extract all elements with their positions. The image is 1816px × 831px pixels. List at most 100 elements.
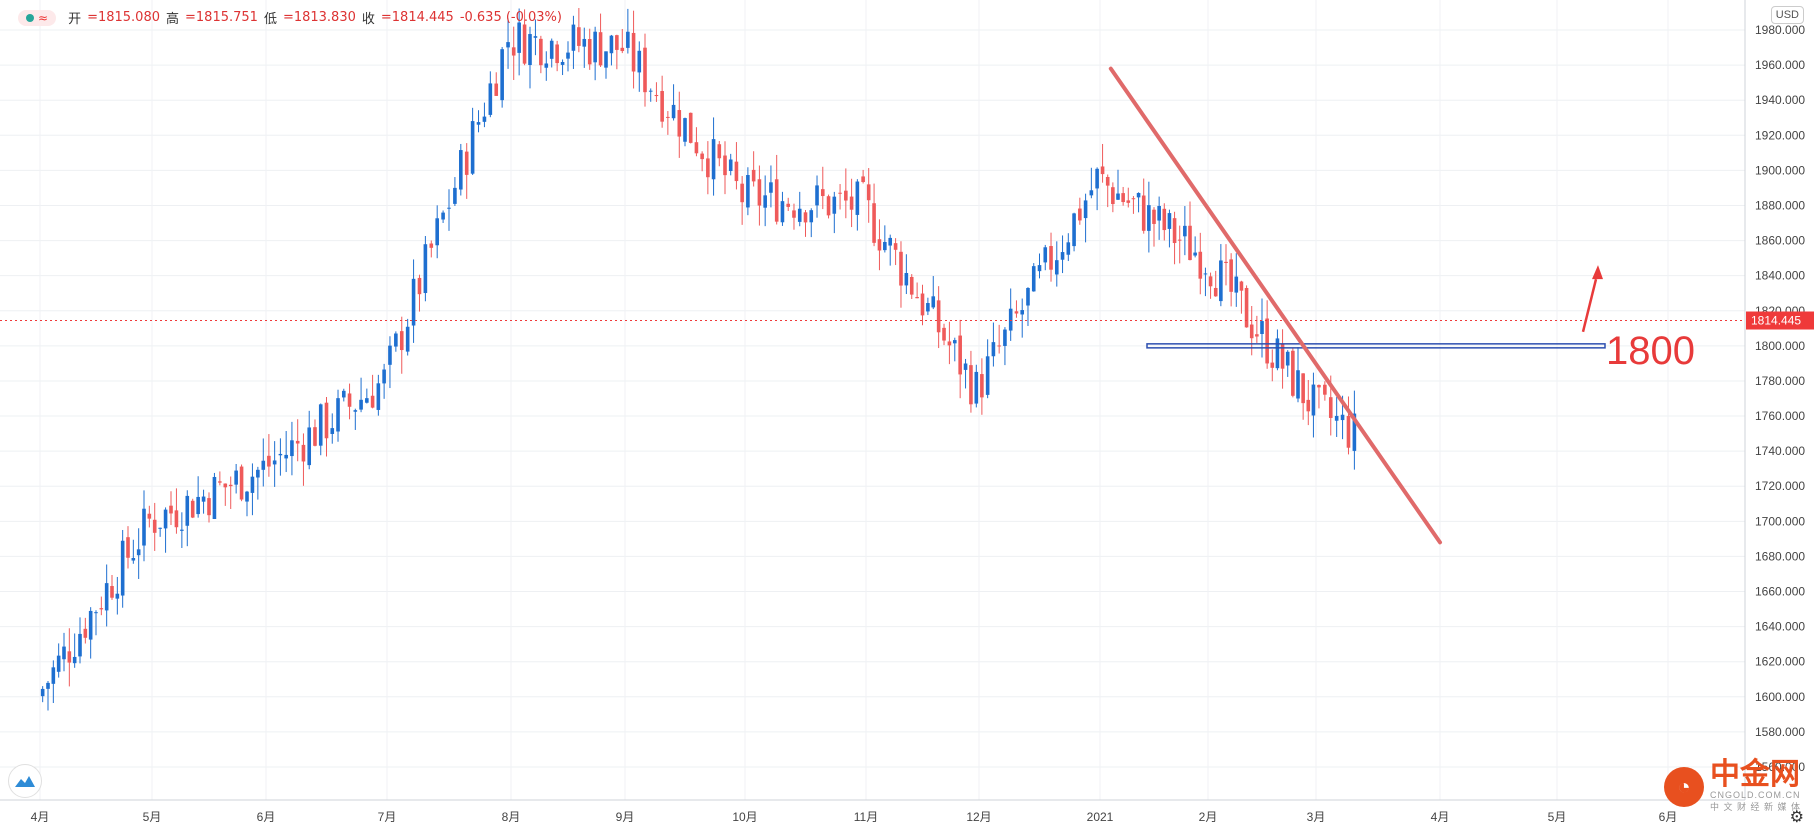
candle-body: [234, 470, 238, 485]
candle: [963, 358, 968, 389]
candle-body: [94, 612, 98, 614]
candle: [506, 18, 510, 69]
breakout-arrow: [1581, 278, 1598, 333]
candle: [969, 350, 973, 413]
candle: [877, 219, 882, 271]
candle: [341, 388, 346, 402]
candle: [980, 358, 984, 415]
candle: [985, 339, 990, 399]
candle-body: [832, 196, 837, 214]
candle-body: [1105, 176, 1110, 186]
candle-body: [991, 342, 996, 357]
candle: [1249, 305, 1254, 356]
candle-body: [1352, 413, 1357, 451]
x-tick-label: 3月: [1307, 810, 1326, 824]
candle: [62, 632, 66, 672]
candle-body: [126, 537, 130, 558]
candle: [832, 191, 837, 234]
currency-button[interactable]: USD: [1770, 6, 1804, 24]
y-tick-label: 1680.000: [1755, 549, 1805, 563]
candle-body: [952, 340, 957, 344]
candle: [1026, 287, 1030, 326]
candle-body: [169, 505, 173, 514]
symbol-badge[interactable]: ≈: [18, 9, 57, 26]
candle: [388, 336, 392, 389]
close-label: 收: [361, 12, 375, 27]
candle: [915, 282, 919, 299]
candle: [411, 259, 416, 343]
candle: [256, 466, 260, 500]
candle: [201, 489, 206, 514]
high-value: =1815.751: [185, 10, 258, 25]
candle-body: [555, 44, 559, 64]
candle: [883, 225, 887, 253]
candle-body: [694, 142, 699, 154]
candle: [1224, 244, 1228, 286]
candle-body: [1249, 324, 1254, 339]
candle-body: [888, 237, 893, 246]
x-tick-label: 9月: [616, 810, 635, 824]
candle-body: [1008, 308, 1013, 331]
candle: [849, 178, 854, 228]
candle-body: [1260, 321, 1264, 334]
candle: [72, 633, 77, 668]
candle-body: [376, 383, 381, 410]
candle-body: [1183, 225, 1187, 237]
candle-body: [142, 508, 146, 546]
candle: [99, 596, 104, 616]
candle: [147, 505, 152, 528]
candle: [511, 26, 516, 80]
candle-body: [399, 331, 404, 351]
candle: [904, 254, 909, 295]
candle-body: [1003, 329, 1007, 346]
low-value: =1813.830: [282, 10, 356, 25]
candle-body: [99, 608, 104, 610]
candle-body: [201, 496, 206, 502]
candle-body: [654, 94, 659, 97]
candle: [566, 41, 570, 72]
candle: [1275, 329, 1280, 371]
candle-body: [626, 31, 630, 48]
candle-body: [1131, 198, 1136, 200]
candle: [441, 210, 445, 223]
candle-body: [549, 40, 554, 59]
candle-body: [207, 498, 211, 516]
candle: [626, 8, 630, 54]
candle: [593, 26, 597, 81]
candle: [67, 628, 72, 687]
candle-body: [728, 159, 733, 172]
annotation-1800: 1800: [1606, 329, 1695, 373]
candle: [1100, 143, 1105, 183]
candle-body: [1152, 209, 1156, 224]
candle-body: [769, 182, 773, 193]
candle-body: [417, 277, 422, 295]
candle: [671, 84, 676, 121]
candle-body: [792, 210, 796, 218]
candle: [83, 617, 88, 644]
candle-body: [1213, 287, 1218, 297]
candle-body: [803, 212, 808, 223]
candle-body: [1193, 252, 1197, 256]
candle-body: [388, 345, 392, 365]
y-tick-label: 1900.000: [1755, 163, 1805, 177]
candle: [528, 26, 532, 89]
candle-body: [909, 276, 914, 295]
candle-body: [163, 509, 168, 529]
candle: [447, 189, 451, 231]
candle-body: [110, 586, 114, 598]
candle-body: [278, 453, 283, 456]
candle: [974, 364, 979, 408]
candle-body: [826, 196, 831, 216]
candle: [336, 389, 340, 442]
settings-gear-icon[interactable]: ⚙: [1789, 809, 1804, 826]
candle: [476, 110, 481, 133]
candle: [1317, 384, 1321, 409]
candle: [723, 141, 727, 195]
candle: [284, 431, 288, 473]
tradingview-logo-icon[interactable]: [8, 764, 42, 798]
candle-body: [324, 402, 329, 439]
candle-body: [218, 481, 222, 483]
candle: [533, 19, 538, 56]
